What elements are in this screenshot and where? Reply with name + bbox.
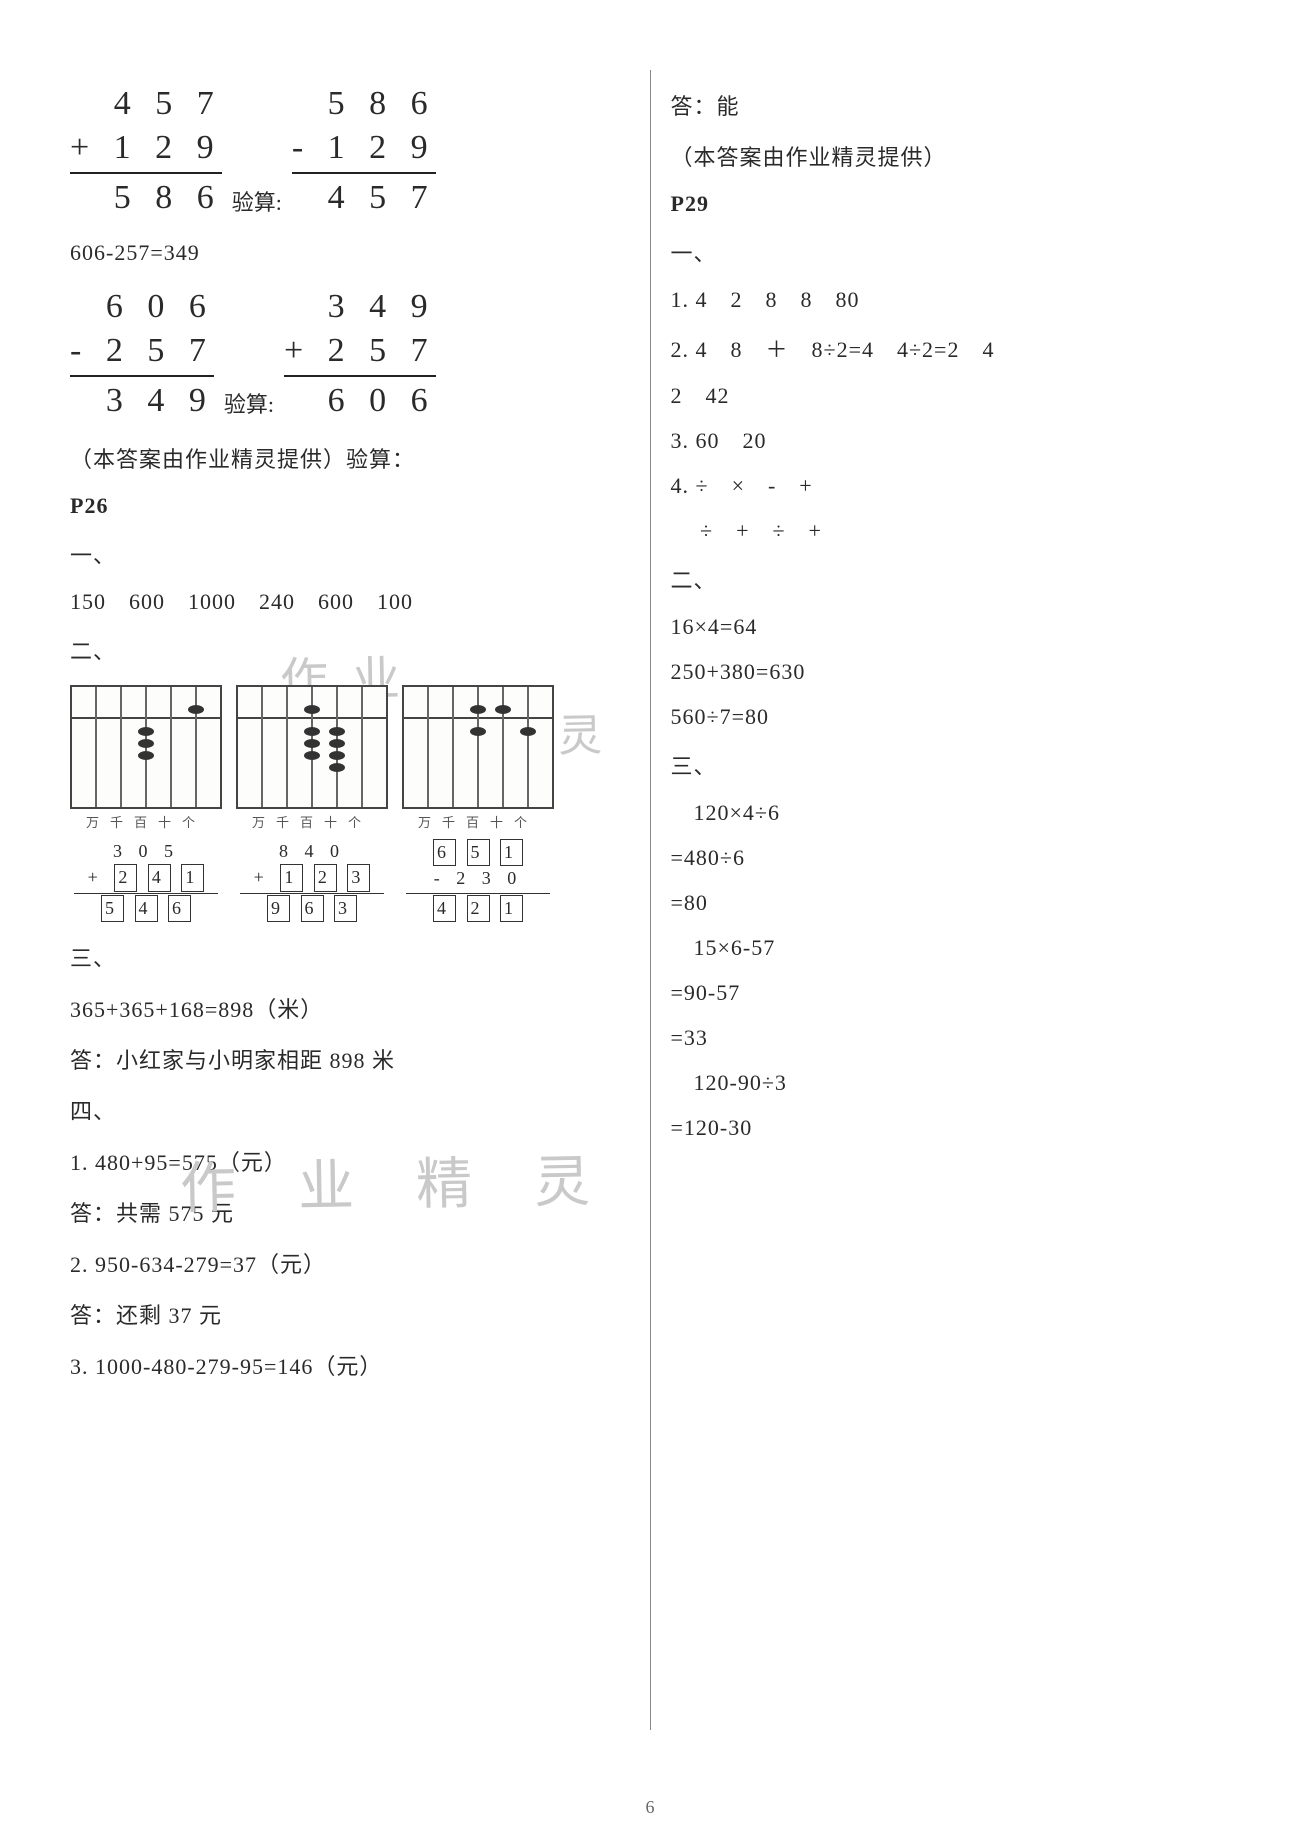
text-line: =33 — [671, 1025, 1231, 1051]
left-column: 4 5 7 + 1 2 9 5 8 6 验算: 5 8 6 - 1 2 9 4 … — [50, 70, 651, 1730]
text-line: =80 — [671, 890, 1231, 916]
abacus-1: 万千百十个 3 0 5 + 2 4 1 5 4 6 — [70, 685, 222, 922]
answer-line: 答：共需 575 元 — [70, 1196, 630, 1228]
abacus-3: 万千百十个 6 5 1 - 2 3 0 4 2 1 — [402, 685, 554, 922]
section-1-answers: 150 600 1000 240 600 100 — [70, 589, 630, 615]
abacus-labels: 万千百十个 — [402, 812, 554, 831]
abacus-row: 万千百十个 3 0 5 + 2 4 1 5 4 6 万千百十个 — [70, 685, 630, 922]
arith-row: 4 5 7 — [292, 176, 436, 220]
text-line: 2. 4 8 ＋ 8÷2=4 4÷2=2 4 — [671, 332, 1231, 364]
arith-row: 6 0 6 — [284, 379, 436, 423]
arith-row: 6 0 6 — [70, 285, 214, 329]
text-line: 120-90÷3 — [671, 1070, 1231, 1096]
arith-row: - 2 5 7 — [70, 329, 214, 373]
arith-row: 6 5 1 — [402, 839, 554, 866]
right-column: 答：能 （本答案由作业精灵提供） P29 一、 1. 4 2 8 8 80 2.… — [651, 70, 1251, 1730]
arith-row: - 2 3 0 — [402, 866, 554, 891]
arith-row: 9 6 3 — [236, 895, 388, 922]
provided-note: （本答案由作业精灵提供）验算： — [70, 442, 630, 474]
arith-row: + 2 5 7 — [284, 329, 436, 373]
answer-line: 答：能 — [671, 89, 1231, 121]
text-line: 2. 950-634-279=37（元） — [70, 1247, 630, 1279]
text-line: =120-30 — [671, 1115, 1231, 1141]
answer-line: 答：小红家与小明家相距 898 米 — [70, 1043, 630, 1075]
abacus-2: 万千百十个 8 4 0 + 1 2 3 9 6 3 — [236, 685, 388, 922]
text-line: 3. 60 20 — [671, 428, 1231, 454]
section-2-heading: 二、 — [70, 634, 630, 666]
arith-row: + 1 2 3 — [236, 864, 388, 891]
arith-row: 3 4 9 — [70, 379, 214, 423]
section-3-heading: 三、 — [671, 749, 1231, 781]
arith-row: + 2 4 1 — [70, 864, 222, 891]
arith-row: 5 4 6 — [70, 895, 222, 922]
page-ref-p26: P26 — [70, 493, 630, 519]
equation: 606-257=349 — [70, 240, 630, 266]
vertical-arithmetic-1: 4 5 7 + 1 2 9 5 8 6 验算: 5 8 6 - 1 2 9 4 … — [70, 82, 630, 221]
verify-label: 验算: — [232, 185, 282, 221]
section-1-heading: 一、 — [671, 236, 1231, 268]
arith-row: + 1 2 9 — [70, 126, 222, 170]
provided-note: （本答案由作业精灵提供） — [671, 140, 1231, 172]
text-line: 560÷7=80 — [671, 704, 1231, 730]
text-line: 120×4÷6 — [671, 800, 1231, 826]
page-ref-p29: P29 — [671, 191, 1231, 217]
text-line: 3. 1000-480-279-95=146（元） — [70, 1349, 630, 1381]
text-line: 250+380=630 — [671, 659, 1231, 685]
abacus-labels: 万千百十个 — [236, 812, 388, 831]
text-line: 4. ÷ × - + — [671, 473, 1231, 499]
arith-row: 8 4 0 — [236, 839, 388, 864]
arith-row: 4 5 7 — [70, 82, 222, 126]
two-column-layout: 4 5 7 + 1 2 9 5 8 6 验算: 5 8 6 - 1 2 9 4 … — [50, 70, 1250, 1730]
page-number: 6 — [0, 1797, 1300, 1818]
verify-label: 验算: — [224, 387, 274, 423]
text-line: 15×6-57 — [671, 935, 1231, 961]
text-line: 365+365+168=898（米） — [70, 992, 630, 1024]
arith-row: 5 8 6 — [292, 82, 436, 126]
text-line: 1. 4 2 8 8 80 — [671, 287, 1231, 313]
vertical-arithmetic-2: 6 0 6 - 2 5 7 3 4 9 验算: 3 4 9 + 2 5 7 6 … — [70, 285, 630, 424]
section-1-heading: 一、 — [70, 538, 630, 570]
text-line: 2 42 — [671, 383, 1231, 409]
text-line: =480÷6 — [671, 845, 1231, 871]
section-2-heading: 二、 — [671, 563, 1231, 595]
arith-row: 4 2 1 — [402, 895, 554, 922]
arith-row: 3 4 9 — [284, 285, 436, 329]
text-line: 16×4=64 — [671, 614, 1231, 640]
arith-row: 3 0 5 — [70, 839, 222, 864]
text-line: ÷ + ÷ + — [671, 518, 1231, 544]
arith-row: 5 8 6 — [70, 176, 222, 220]
arith-row: - 1 2 9 — [292, 126, 436, 170]
answer-line: 答：还剩 37 元 — [70, 1298, 630, 1330]
text-line: 1. 480+95=575（元） — [70, 1145, 630, 1177]
section-4-heading: 四、 — [70, 1094, 630, 1126]
text-line: =90-57 — [671, 980, 1231, 1006]
section-3-heading: 三、 — [70, 941, 630, 973]
abacus-labels: 万千百十个 — [70, 812, 222, 831]
